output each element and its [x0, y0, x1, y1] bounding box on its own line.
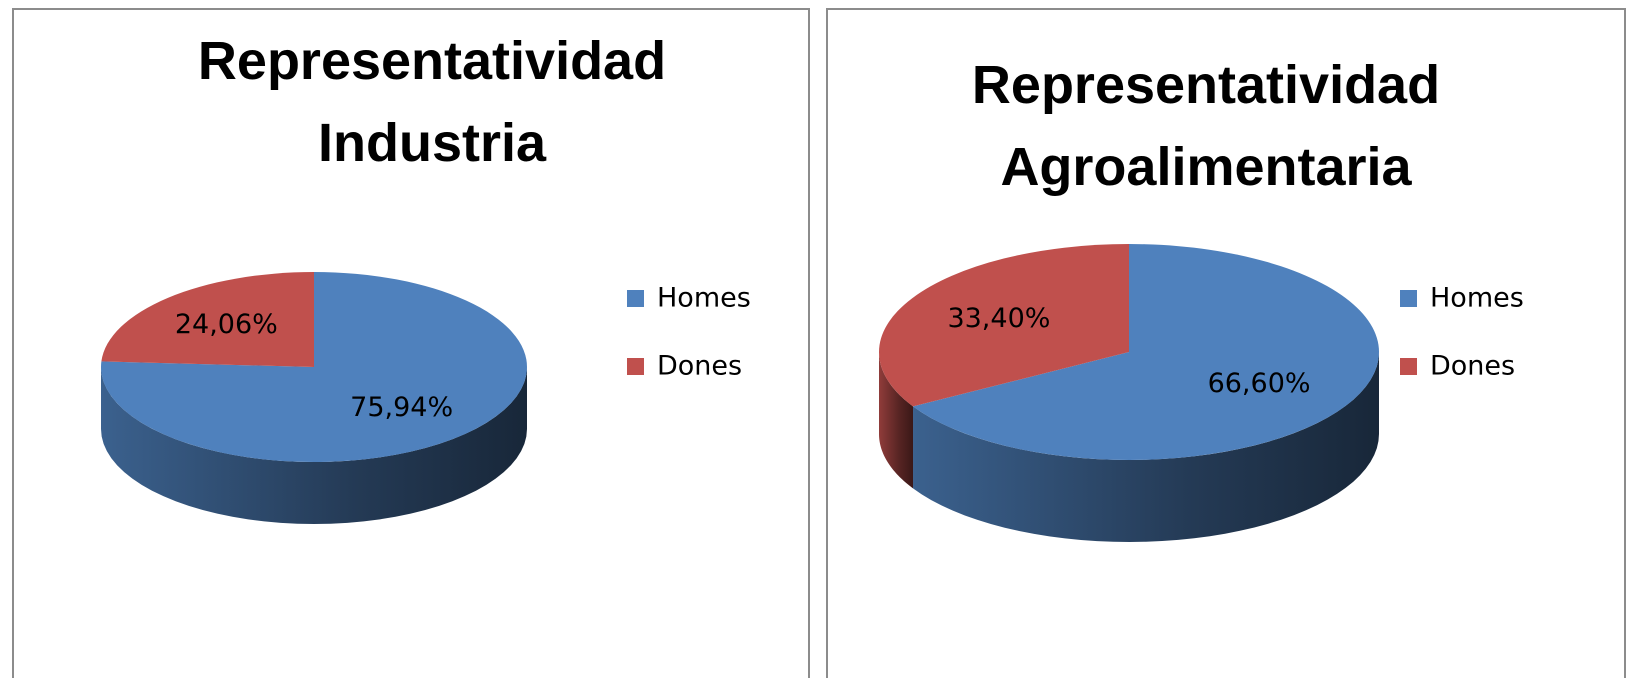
chart-panel: Representatividad Industria 75,94% 24,06%…: [12, 8, 810, 678]
data-label: 75,94%: [350, 392, 453, 423]
pie-slice: [879, 244, 1129, 407]
legend-swatch: [1400, 358, 1417, 375]
chart-title: Representatividad Agroalimentaria: [971, 55, 1441, 197]
chart: 66,60% 33,40% Homes Dones: [879, 244, 1524, 542]
pie-side: [101, 367, 527, 524]
pie-slice: [913, 244, 1379, 460]
pie-side: [913, 352, 1379, 542]
chart-title: Representatividad Industria: [197, 31, 667, 173]
legend-label: Homes: [1430, 283, 1524, 314]
data-label: 24,06%: [175, 309, 278, 340]
legend-label: Dones: [657, 351, 742, 382]
pie-side: [879, 352, 914, 489]
legend-swatch: [627, 290, 644, 307]
legend-swatch: [627, 358, 644, 375]
legend-label: Homes: [657, 283, 751, 314]
legend-swatch: [1400, 290, 1417, 307]
data-label: 33,40%: [947, 303, 1050, 334]
pie-slice: [101, 272, 314, 367]
chart: 75,94% 24,06% Homes Dones: [101, 272, 751, 524]
legend-label: Dones: [1430, 351, 1515, 382]
data-label: 66,60%: [1208, 368, 1311, 399]
chart-panel: Representatividad Agroalimentaria 66,60%…: [826, 8, 1626, 678]
